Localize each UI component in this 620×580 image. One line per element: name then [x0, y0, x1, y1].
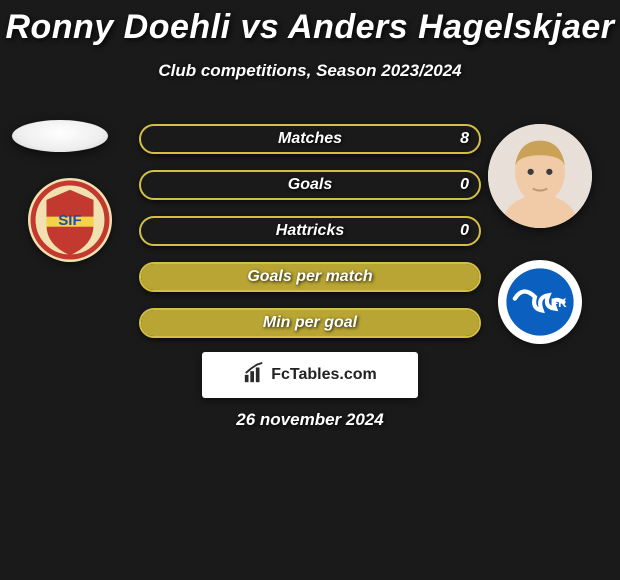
stat-bar: Hattricks 0 — [139, 216, 481, 246]
stat-label: Goals — [288, 176, 332, 194]
stat-bar: Min per goal — [139, 308, 481, 338]
club-badge-left: SIF — [28, 178, 112, 262]
page-subtitle: Club competitions, Season 2023/2024 — [0, 61, 620, 81]
stats-panel: Matches 8 Goals 0 Hattricks 0 Goals per match M… — [139, 124, 481, 354]
page-title: Ronny Doehli vs Anders Hagelskjaer — [0, 0, 620, 47]
stat-label: Min per goal — [263, 314, 357, 332]
stat-bar: Goals 0 — [139, 170, 481, 200]
svg-text:SIF: SIF — [58, 212, 82, 229]
player-avatar-left — [12, 120, 108, 152]
player-avatar-right — [488, 124, 592, 228]
stat-bar: Goals per match — [139, 262, 481, 292]
stat-label: Hattricks — [276, 222, 344, 240]
stat-bar: Matches 8 — [139, 124, 481, 154]
stat-value: 0 — [460, 222, 469, 240]
stat-label: Goals per match — [247, 268, 372, 286]
fctables-watermark: FcTables.com — [202, 352, 418, 398]
fctables-icon — [243, 362, 265, 389]
club-badge-right: FK — [498, 260, 582, 344]
date-line: 26 november 2024 — [0, 410, 620, 430]
stat-value: 0 — [460, 176, 469, 194]
fctables-label: FcTables.com — [271, 366, 377, 384]
svg-text:FK: FK — [551, 297, 567, 310]
stat-label: Matches — [278, 130, 342, 148]
stat-value: 8 — [460, 130, 469, 148]
